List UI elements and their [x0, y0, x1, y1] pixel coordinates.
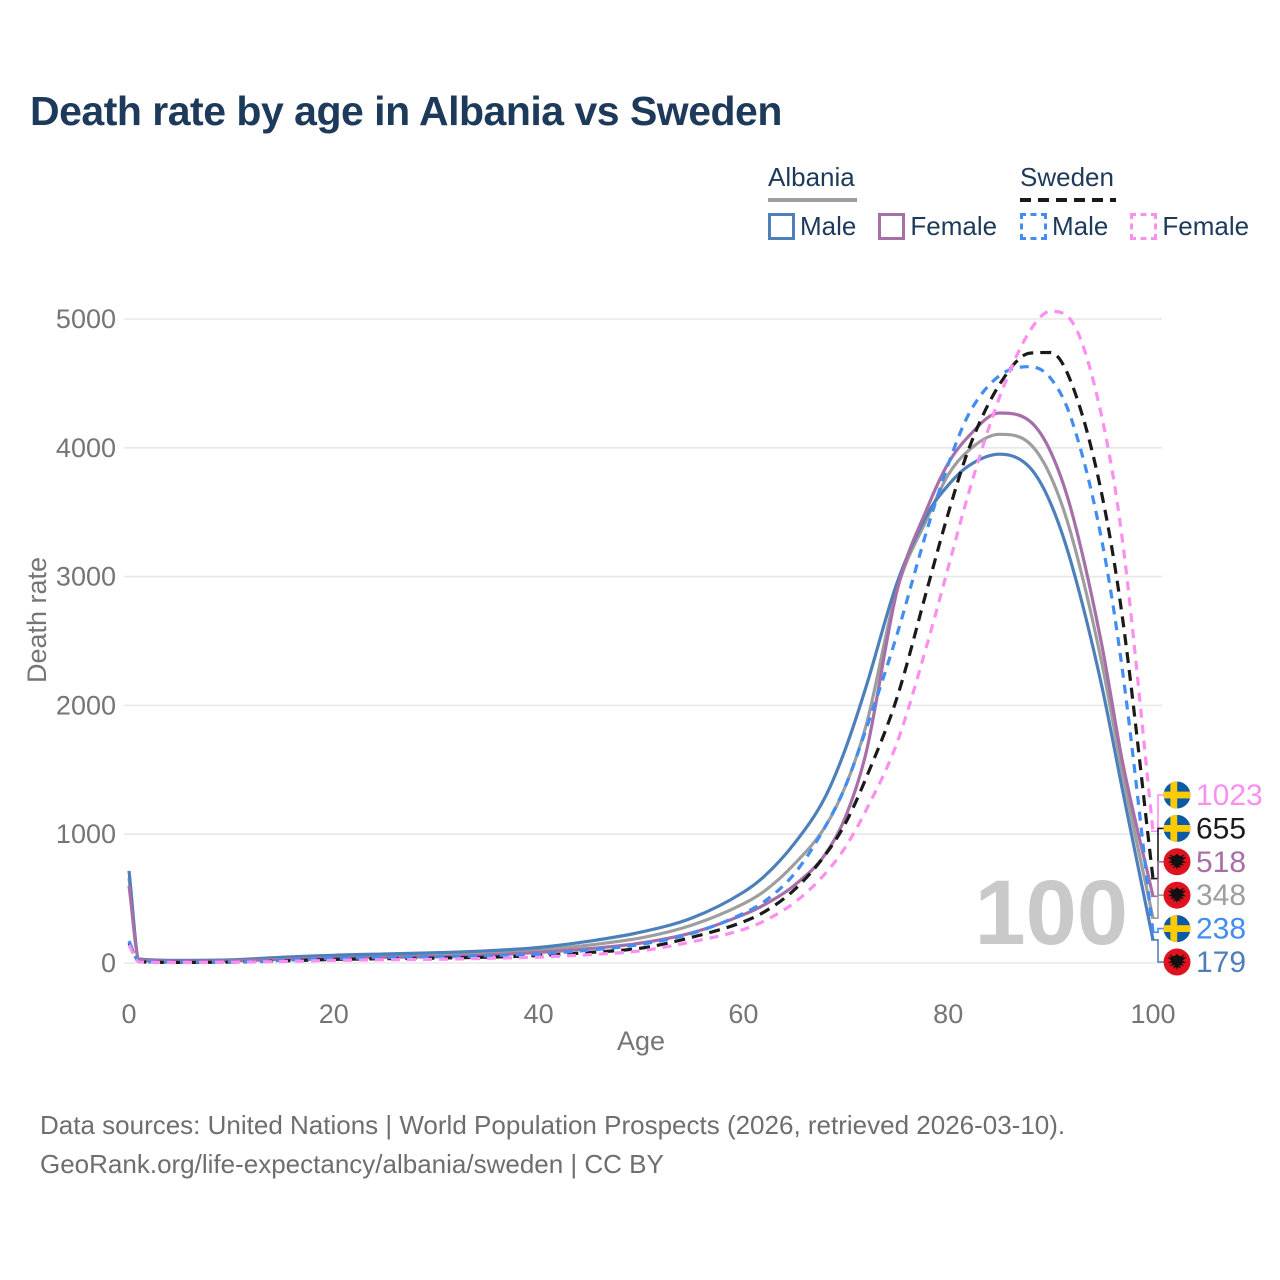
footer-sources: Data sources: United Nations | World Pop… — [40, 1110, 1066, 1140]
end-label-value-albania-total: 348 — [1196, 879, 1246, 912]
end-label-albania-total: 348 — [1163, 879, 1246, 912]
y-tick-2000: 2000 — [56, 690, 116, 720]
x-tick-20: 20 — [319, 999, 349, 1029]
legend-item-sweden-male[interactable]: Male — [1020, 211, 1108, 242]
series-line-sweden-female[interactable] — [127, 309, 1155, 965]
end-label-value-albania-female: 518 — [1196, 846, 1246, 879]
y-tick-1000: 1000 — [56, 819, 116, 849]
albania-male-swatch-icon — [768, 213, 795, 240]
end-label-albania-female: 518 — [1163, 846, 1246, 879]
flag-albania-icon — [1163, 848, 1191, 876]
end-label-sweden-total: 655 — [1163, 812, 1246, 845]
legend-group-sweden: Sweden Male Female — [1020, 162, 1271, 242]
legend-title-albania: Albania — [768, 162, 855, 192]
flag-sweden-icon — [1163, 814, 1191, 842]
legend-header-sweden[interactable]: Sweden — [1020, 162, 1116, 202]
legend-underline-sweden — [1020, 198, 1116, 202]
end-label-albania-male: 179 — [1163, 946, 1246, 979]
legend-group-albania: Albania Male Female — [768, 162, 1019, 242]
end-label-connector-sweden-total — [1151, 827, 1164, 880]
flag-sweden-icon — [1163, 781, 1191, 809]
age-indicator-watermark: 100 — [975, 862, 1129, 964]
footer: Data sources: United Nations | World Pop… — [40, 1106, 1065, 1184]
flag-sweden-icon — [1163, 915, 1191, 943]
legend-label-sweden-female: Female — [1162, 211, 1250, 241]
legend-label-albania-female: Female — [910, 211, 998, 241]
legend-item-sweden-female[interactable]: Female — [1130, 211, 1249, 242]
flag-albania-icon — [1163, 948, 1191, 976]
albania-female-swatch-icon — [878, 213, 906, 240]
y-tick-5000: 5000 — [56, 304, 116, 334]
footer-link: GeoRank.org/life-expectancy/albania/swed… — [40, 1149, 664, 1179]
sweden-female-swatch-icon — [1130, 213, 1158, 240]
legend-label-sweden-male: Male — [1052, 211, 1109, 241]
y-tick-4000: 4000 — [56, 433, 116, 463]
end-label-value-sweden-total: 655 — [1196, 812, 1246, 845]
end-label-value-sweden-female: 1023 — [1196, 779, 1263, 812]
legend-label-albania-male: Male — [800, 211, 857, 241]
end-label-connector-sweden-male — [1151, 927, 1164, 934]
series-line-albania-male[interactable] — [127, 452, 1155, 962]
x-tick-40: 40 — [524, 999, 554, 1029]
legend-item-albania-female[interactable]: Female — [878, 211, 997, 242]
end-label-value-sweden-male: 238 — [1196, 913, 1246, 946]
page-title: Death rate by age in Albania vs Sweden — [30, 88, 782, 134]
flag-albania-icon — [1163, 881, 1191, 909]
legend-header-albania[interactable]: Albania — [768, 162, 857, 202]
legend-title-sweden: Sweden — [1020, 162, 1114, 192]
end-label-connector-albania-total — [1151, 894, 1164, 920]
x-tick-100: 100 — [1130, 999, 1175, 1029]
legend-row-albania: Male Female — [768, 211, 1019, 242]
end-label-connector-sweden-female — [1151, 794, 1164, 833]
end-label-sweden-female: 1023 — [1163, 779, 1263, 812]
legend-item-albania-male[interactable]: Male — [768, 211, 856, 242]
sweden-male-swatch-icon — [1020, 213, 1047, 240]
series-line-sweden-male[interactable] — [127, 365, 1155, 964]
y-tick-0: 0 — [101, 948, 116, 978]
y-axis-label: Death rate — [22, 557, 52, 683]
legend-row-sweden: Male Female — [1020, 211, 1271, 242]
end-label-sweden-male: 238 — [1163, 913, 1246, 946]
x-tick-80: 80 — [933, 999, 963, 1029]
end-label-connector-albania-female — [1151, 860, 1164, 898]
x-tick-0: 0 — [121, 999, 136, 1029]
x-tick-60: 60 — [728, 999, 758, 1029]
end-label-connector-albania-male — [1151, 939, 1164, 963]
end-label-value-albania-male: 179 — [1196, 946, 1246, 979]
legend-underline-albania — [768, 198, 857, 202]
x-axis-label: Age — [617, 1026, 665, 1056]
y-tick-3000: 3000 — [56, 562, 116, 592]
